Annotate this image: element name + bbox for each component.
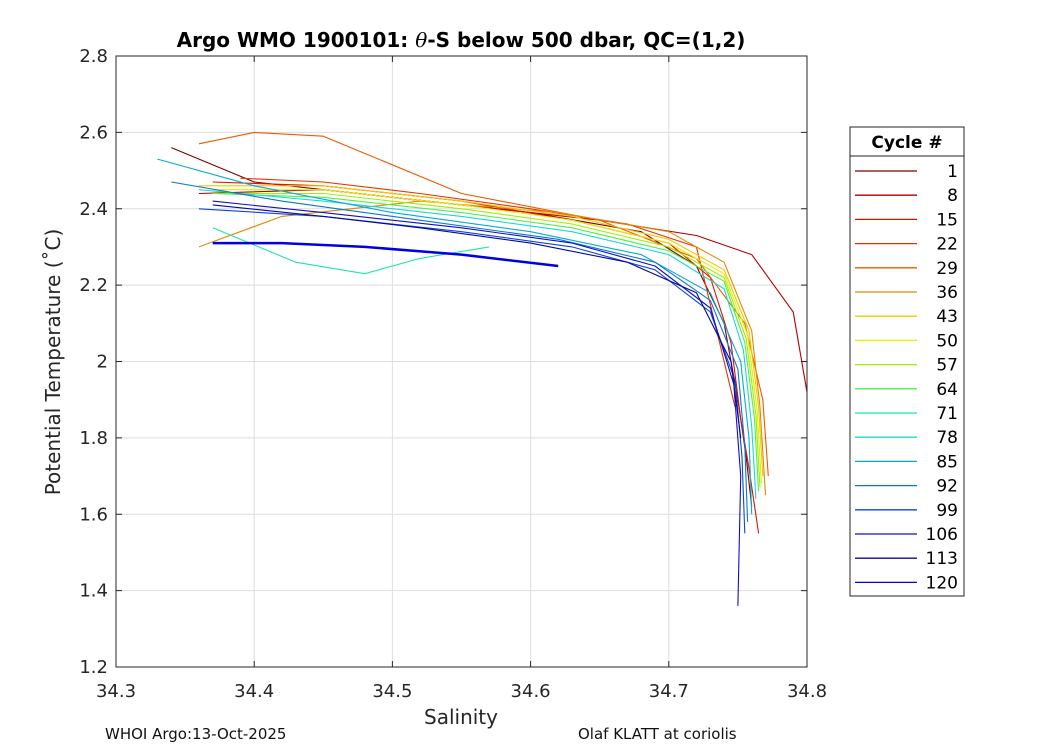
legend-entries: 1 8 15 22 29 36 43 50 57 64 71 78 85 92 99 106 113 120 [855, 162, 958, 593]
profile-line-cycle-113 [212, 204, 742, 438]
x-axis-label: Salinity [424, 705, 498, 729]
legend-label-99: 99 [936, 501, 958, 521]
legend-label-85: 85 [936, 452, 958, 472]
legend-label-113: 113 [926, 549, 958, 569]
legend-label-78: 78 [936, 428, 958, 448]
y-tick-label: 2.4 [79, 199, 108, 220]
profile-line-cycle-50 [212, 189, 762, 484]
profile-line-cycle-85 [157, 158, 753, 515]
legend-label-15: 15 [936, 210, 958, 230]
profile-line-cycle-120 [212, 241, 559, 268]
plot-area: 34.3 34.4 34.5 34.6 34.7 34.8 1.2 1.4 1.6 1.8 2 2.2… [79, 46, 827, 702]
profile-line-cycle-92 [171, 181, 749, 522]
y-tick-label: 2.8 [79, 46, 108, 67]
legend-label-36: 36 [936, 283, 958, 303]
x-tick-label: 34.8 [787, 681, 827, 702]
legend-label-71: 71 [936, 404, 958, 424]
legend-box [849, 126, 965, 597]
legend-label-43: 43 [936, 307, 958, 327]
x-tick-label: 34.6 [511, 681, 551, 702]
footer-source: WHOI Argo:13-Oct-2025 [105, 725, 287, 743]
y-tick-label: 1.6 [79, 504, 108, 525]
profile-line-cycle-43 [198, 185, 764, 477]
y-tick-label: 2 [97, 352, 108, 373]
legend-label-1: 1 [947, 162, 958, 182]
footer-operator: Olaf KLATT at coriolis [578, 725, 737, 743]
chart-title-prefix: Argo WMO 1900101: [177, 28, 416, 52]
y-axis-label: Potential Temperature (˚C) [41, 229, 65, 496]
chart-title: Argo WMO 1900101: θ-S below 500 dbar, QC… [177, 28, 746, 52]
y-tick-label: 2.2 [79, 275, 108, 296]
profile-line-cycle-64 [212, 192, 760, 492]
profile-line-cycle-71 [212, 227, 490, 275]
profile-line-cycle-57 [212, 192, 761, 488]
x-tick-label: 34.7 [649, 681, 689, 702]
legend: Cycle # 18152229364350576471788592991061… [849, 126, 965, 597]
legend-label-29: 29 [936, 259, 958, 279]
profile-line-cycle-106 [212, 200, 742, 606]
x-tick-label: 34.3 [96, 681, 136, 702]
y-tick-label: 1.2 [79, 657, 108, 678]
chart-title-theta-symbol: θ [415, 28, 427, 52]
x-tick-label: 34.4 [234, 681, 274, 702]
legend-label-22: 22 [936, 235, 958, 255]
profile-line-cycle-36 [198, 200, 767, 496]
y-tick-label: 2.6 [79, 122, 108, 143]
profile-line-cycle-78 [198, 189, 757, 500]
legend-label-50: 50 [936, 331, 958, 351]
x-tick-label: 34.5 [372, 681, 412, 702]
legend-label-106: 106 [926, 525, 958, 545]
axis-ticks: 34.3 34.4 34.5 34.6 34.7 34.8 1.2 1.4 1.6 1.8 2 2.2… [79, 46, 827, 702]
chart-title-suffix: -S below 500 dbar, QC=(1,2) [427, 28, 745, 52]
legend-label-92: 92 [936, 477, 958, 497]
profile-lines [157, 131, 808, 606]
legend-label-120: 120 [926, 573, 958, 593]
y-tick-label: 1.4 [79, 581, 108, 602]
legend-label-57: 57 [936, 356, 958, 376]
legend-label-8: 8 [947, 186, 958, 206]
legend-label-64: 64 [936, 380, 958, 400]
y-tick-label: 1.8 [79, 428, 108, 449]
legend-title: Cycle # [871, 133, 942, 153]
